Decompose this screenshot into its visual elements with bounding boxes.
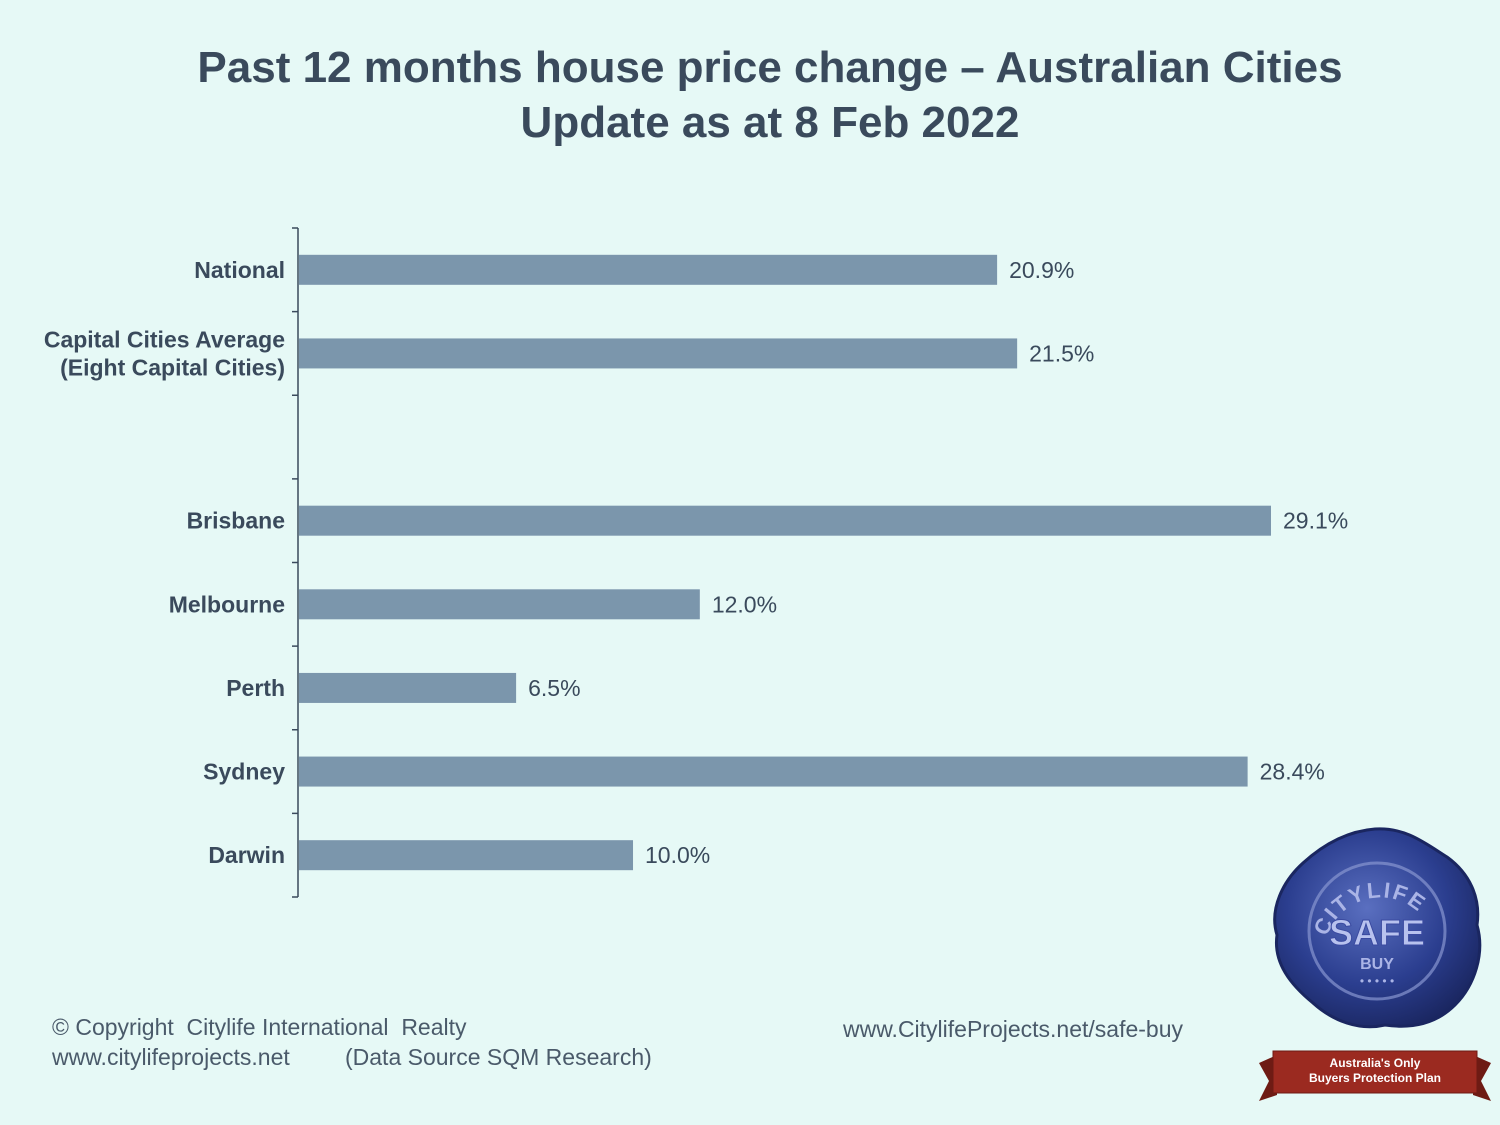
category-label: Darwin [208, 842, 285, 868]
chart-title: Past 12 months house price change – Aust… [0, 40, 1500, 150]
bar [299, 338, 1018, 369]
category-label: National [194, 257, 285, 283]
value-label: 21.5% [1029, 340, 1094, 366]
ribbon-line-2: Buyers Protection Plan [1309, 1071, 1441, 1085]
seal-sub-text: BUY [1360, 956, 1394, 973]
bar [299, 589, 700, 620]
seal-ribbon: Australia's Only Buyers Protection Plan [1259, 1050, 1491, 1101]
title-line-1: Past 12 months house price change – Aust… [197, 43, 1343, 92]
title-line-2: Update as at 8 Feb 2022 [520, 98, 1020, 147]
bar [299, 756, 1248, 787]
seal-main-text: SAFE [1329, 912, 1425, 953]
ribbon-line-1: Australia's Only [1330, 1056, 1421, 1070]
value-label: 28.4% [1260, 759, 1325, 785]
bars [299, 254, 1271, 871]
category-label: Melbourne [169, 591, 285, 617]
copyright-text: © Copyright Citylife International Realt… [52, 1014, 467, 1040]
bar [299, 672, 517, 703]
value-label: 6.5% [528, 675, 580, 701]
y-axis [292, 227, 299, 898]
value-label: 20.9% [1009, 257, 1074, 283]
website-link[interactable]: www.citylifeprojects.net [52, 1044, 290, 1070]
category-label: Capital Cities Average [44, 326, 285, 352]
seal-stars: • • • • • [1360, 974, 1394, 988]
category-label: Sydney [203, 759, 285, 785]
category-label: Perth [226, 675, 285, 701]
bar [299, 254, 998, 285]
data-source-text: (Data Source SQM Research) [345, 1044, 652, 1070]
category-label: (Eight Capital Cities) [60, 354, 285, 380]
category-label: Brisbane [187, 508, 285, 534]
value-label: 12.0% [712, 591, 777, 617]
value-labels: 20.9% 21.5% 29.1% 12.0% 6.5% 28.4% 10.0% [528, 257, 1348, 868]
value-label: 10.0% [645, 842, 710, 868]
bar [299, 505, 1271, 536]
bar [299, 840, 634, 871]
safe-buy-link[interactable]: www.CitylifeProjects.net/safe-buy [843, 1016, 1184, 1042]
category-labels: National Capital Cities Average(Eight Cap… [44, 257, 285, 868]
wax-seal-icon: CITYLIFE SAFE BUY • • • • • Australia's … [1259, 827, 1491, 1101]
value-label: 29.1% [1283, 508, 1348, 534]
